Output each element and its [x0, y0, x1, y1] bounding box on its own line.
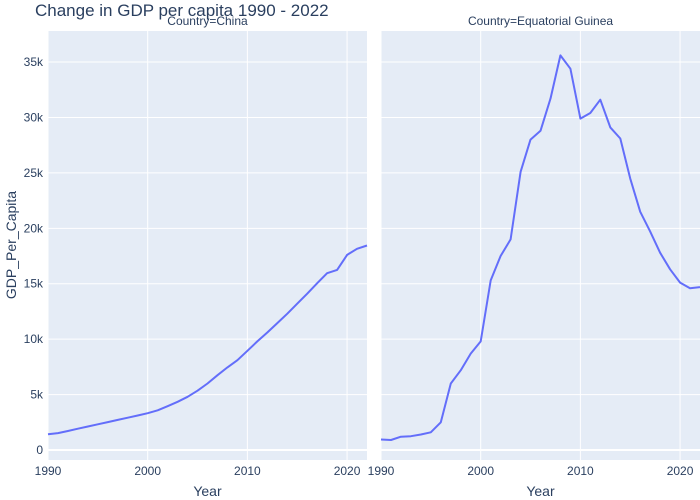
y-axis-label: GDP_Per_Capita: [3, 191, 19, 299]
x-axis-title: Year: [526, 483, 555, 499]
y-tick-label: 20k: [24, 221, 44, 235]
x-tick-label: 2000: [467, 464, 494, 478]
y-tick-label: 15k: [24, 277, 44, 291]
y-tick-label: 30k: [24, 110, 44, 124]
chart-title: Change in GDP per capita 1990 - 2022: [35, 1, 329, 20]
x-tick-label: 2020: [667, 464, 694, 478]
y-tick-label: 10k: [24, 332, 44, 346]
series-line: [380, 54, 700, 441]
facet-label: Country=China: [167, 14, 248, 28]
y-tick-label: 35k: [24, 55, 44, 69]
facet-panel: 1990 2000 2010 2020 0 5k 10k 15k 20k 25k 30k 35k Cou…: [24, 14, 368, 499]
x-axis-title: Year: [193, 483, 222, 499]
plot-area: [381, 31, 700, 460]
x-tick-label: 2010: [234, 464, 261, 478]
facet-panel: 1990 2000 2010 2020 Country=Equatorial Guine…: [368, 14, 700, 499]
facet-label: Country=Equatorial Guinea: [468, 14, 613, 28]
x-tick-label: 1990: [368, 464, 395, 478]
x-tick-label: 2000: [134, 464, 161, 478]
x-tick-label: 2010: [567, 464, 594, 478]
y-tick-label: 5k: [30, 388, 44, 402]
y-tick-label: 0: [36, 443, 43, 457]
y-tick-label: 25k: [24, 166, 44, 180]
series-line: [47, 244, 368, 436]
facet-panels: 1990 2000 2010 2020 0 5k 10k 15k 20k 25k 30k 35k Cou…: [24, 14, 700, 499]
x-tick-label: 2020: [334, 464, 361, 478]
x-tick-label: 1990: [35, 464, 62, 478]
plot-area: [48, 31, 367, 460]
